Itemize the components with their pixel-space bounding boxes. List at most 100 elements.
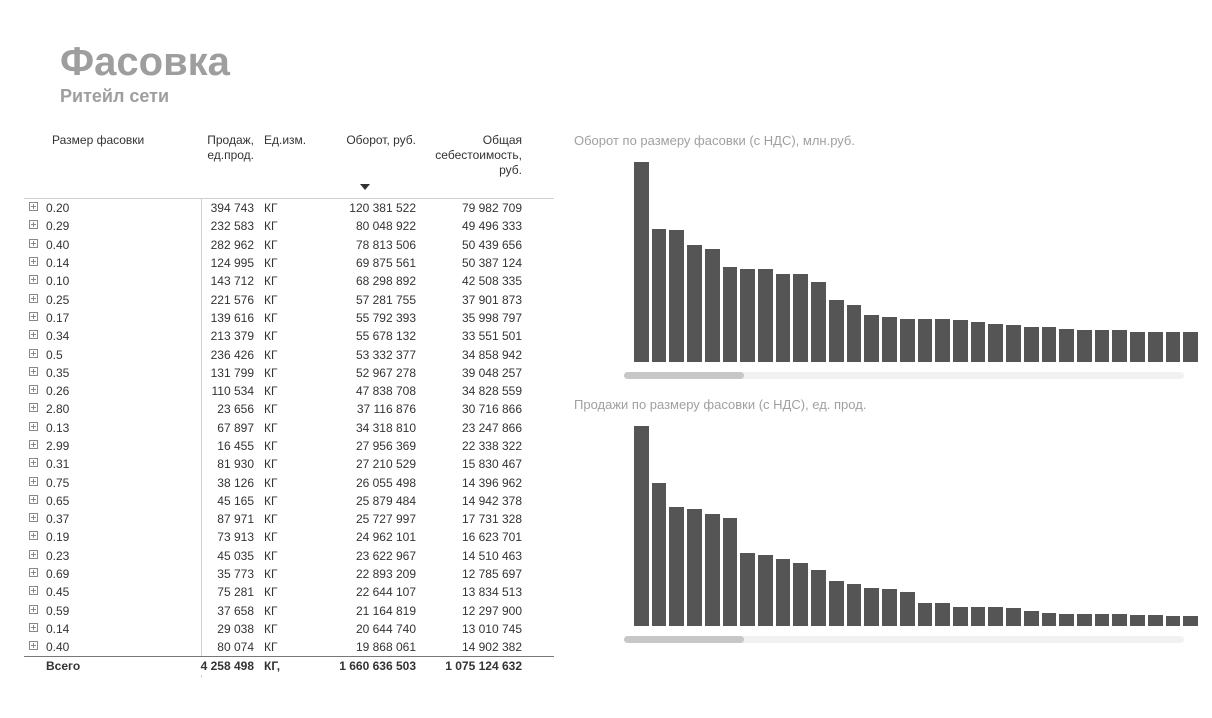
chart-bar[interactable] xyxy=(829,581,844,626)
expand-icon[interactable] xyxy=(24,422,42,434)
table-row[interactable]: 0.2345 035КГ23 622 96714 510 463 xyxy=(24,547,554,565)
chart-scrollbar-thumb[interactable] xyxy=(624,636,744,643)
table-row[interactable]: 0.4575 281КГ22 644 10713 834 513 xyxy=(24,583,554,601)
table-row[interactable]: 0.29232 583КГ80 048 92249 496 333 xyxy=(24,217,554,235)
chart-bar[interactable] xyxy=(1059,614,1074,626)
chart-bar[interactable] xyxy=(1059,329,1074,362)
expand-icon[interactable] xyxy=(24,385,42,397)
expand-icon[interactable] xyxy=(24,550,42,562)
expand-icon[interactable] xyxy=(24,330,42,342)
expand-icon[interactable] xyxy=(24,513,42,525)
chart-bar[interactable] xyxy=(705,514,720,626)
table-row[interactable]: 0.3181 930КГ27 210 52915 830 467 xyxy=(24,455,554,473)
chart-bar[interactable] xyxy=(811,282,826,362)
expand-icon[interactable] xyxy=(24,239,42,251)
chart-bar[interactable] xyxy=(1166,332,1181,362)
chart-bar[interactable] xyxy=(918,603,933,626)
chart-bar[interactable] xyxy=(1077,614,1092,626)
chart-bar[interactable] xyxy=(1006,608,1021,626)
expand-icon[interactable] xyxy=(24,202,42,214)
chart-bar[interactable] xyxy=(1130,615,1145,626)
expand-icon[interactable] xyxy=(24,458,42,470)
expand-icon[interactable] xyxy=(24,440,42,452)
chart-bar[interactable] xyxy=(864,588,879,626)
chart-bar[interactable] xyxy=(1112,614,1127,626)
chart-bar[interactable] xyxy=(634,162,649,362)
chart-bar[interactable] xyxy=(793,563,808,626)
sales-chart[interactable]: Продажи по размеру фасовки (с НДС), ед. … xyxy=(574,397,1202,643)
chart-bar[interactable] xyxy=(1183,332,1198,362)
chart-bar[interactable] xyxy=(652,229,667,362)
chart-bar[interactable] xyxy=(1095,614,1110,626)
table-row[interactable]: 0.5236 426КГ53 332 37734 858 942 xyxy=(24,345,554,363)
chart-bar[interactable] xyxy=(918,319,933,362)
chart-bar[interactable] xyxy=(687,245,702,362)
chart-bar[interactable] xyxy=(705,249,720,362)
chart-bar[interactable] xyxy=(971,607,986,626)
table-row[interactable]: 2.9916 455КГ27 956 36922 338 322 xyxy=(24,437,554,455)
chart-scrollbar[interactable] xyxy=(624,372,1184,379)
chart-bar[interactable] xyxy=(1077,330,1092,362)
chart-bar[interactable] xyxy=(652,483,667,626)
table-row[interactable]: 0.6935 773КГ22 893 20912 785 697 xyxy=(24,565,554,583)
chart-bar[interactable] xyxy=(1130,332,1145,362)
chart-bar[interactable] xyxy=(1112,330,1127,362)
chart-bar[interactable] xyxy=(758,555,773,626)
chart-bar[interactable] xyxy=(882,589,897,626)
table-row[interactable]: 0.40282 962КГ78 813 50650 439 656 xyxy=(24,236,554,254)
table-row[interactable]: 0.5937 658КГ21 164 81912 297 900 xyxy=(24,602,554,620)
table-row[interactable]: 0.6545 165КГ25 879 48414 942 378 xyxy=(24,492,554,510)
col-header-unit[interactable]: Ед.изм. xyxy=(258,133,310,178)
col-header-cost[interactable]: Общая себестоимость, руб. xyxy=(420,133,526,178)
chart-bar[interactable] xyxy=(900,319,915,362)
chart-bar[interactable] xyxy=(1166,616,1181,626)
chart-bar[interactable] xyxy=(1095,330,1110,362)
table-row[interactable]: 0.14124 995КГ69 875 56150 387 124 xyxy=(24,254,554,272)
col-header-sales[interactable]: Продаж, ед.прод. xyxy=(182,133,258,178)
chart-bar[interactable] xyxy=(847,584,862,626)
table-row[interactable]: 0.4080 074КГ19 868 06114 902 382 xyxy=(24,638,554,656)
chart-bar[interactable] xyxy=(1148,332,1163,362)
chart-bar[interactable] xyxy=(1042,613,1057,626)
expand-icon[interactable] xyxy=(24,403,42,415)
chart-bar[interactable] xyxy=(687,509,702,626)
chart-bar[interactable] xyxy=(1148,615,1163,626)
chart-bar[interactable] xyxy=(953,607,968,626)
col-header-turnover[interactable]: Оборот, руб. xyxy=(310,133,420,178)
table-row[interactable]: 0.26110 534КГ47 838 70834 828 559 xyxy=(24,382,554,400)
table-row[interactable]: 0.1973 913КГ24 962 10116 623 701 xyxy=(24,528,554,546)
table-row[interactable]: 2.8023 656КГ37 116 87630 716 866 xyxy=(24,400,554,418)
chart-scrollbar-thumb[interactable] xyxy=(624,372,744,379)
expand-icon[interactable] xyxy=(24,568,42,580)
table-row[interactable]: 0.17139 616КГ55 792 39335 998 797 xyxy=(24,309,554,327)
expand-icon[interactable] xyxy=(24,275,42,287)
chart-bar[interactable] xyxy=(811,570,826,626)
turnover-chart[interactable]: Оборот по размеру фасовки (с НДС), млн.р… xyxy=(574,133,1202,379)
expand-icon[interactable] xyxy=(24,641,42,653)
expand-icon[interactable] xyxy=(24,294,42,306)
chart-bar[interactable] xyxy=(1183,616,1198,626)
chart-bar[interactable] xyxy=(669,507,684,626)
chart-bar[interactable] xyxy=(793,274,808,362)
chart-bar[interactable] xyxy=(900,592,915,626)
chart-bar[interactable] xyxy=(935,603,950,626)
chart-bar[interactable] xyxy=(935,319,950,362)
table-row[interactable]: 0.1429 038КГ20 644 74013 010 745 xyxy=(24,620,554,638)
chart-bar[interactable] xyxy=(1024,611,1039,626)
chart-bar[interactable] xyxy=(971,322,986,362)
table-row[interactable]: 0.10143 712КГ68 298 89242 508 335 xyxy=(24,272,554,290)
expand-icon[interactable] xyxy=(24,586,42,598)
expand-icon[interactable] xyxy=(24,495,42,507)
table-row[interactable]: 0.25221 576КГ57 281 75537 901 873 xyxy=(24,290,554,308)
chart-bar[interactable] xyxy=(723,267,738,362)
expand-icon[interactable] xyxy=(24,257,42,269)
table-row[interactable]: 0.1367 897КГ34 318 81023 247 866 xyxy=(24,419,554,437)
chart-bar[interactable] xyxy=(1006,325,1021,362)
chart-bar[interactable] xyxy=(988,607,1003,626)
expand-icon[interactable] xyxy=(24,623,42,635)
table-row[interactable]: 0.34213 379КГ55 678 13233 551 501 xyxy=(24,327,554,345)
chart-bar[interactable] xyxy=(1024,327,1039,362)
table-row[interactable]: 0.7538 126КГ26 055 49814 396 962 xyxy=(24,473,554,491)
expand-icon[interactable] xyxy=(24,349,42,361)
chart-bar[interactable] xyxy=(740,269,755,362)
